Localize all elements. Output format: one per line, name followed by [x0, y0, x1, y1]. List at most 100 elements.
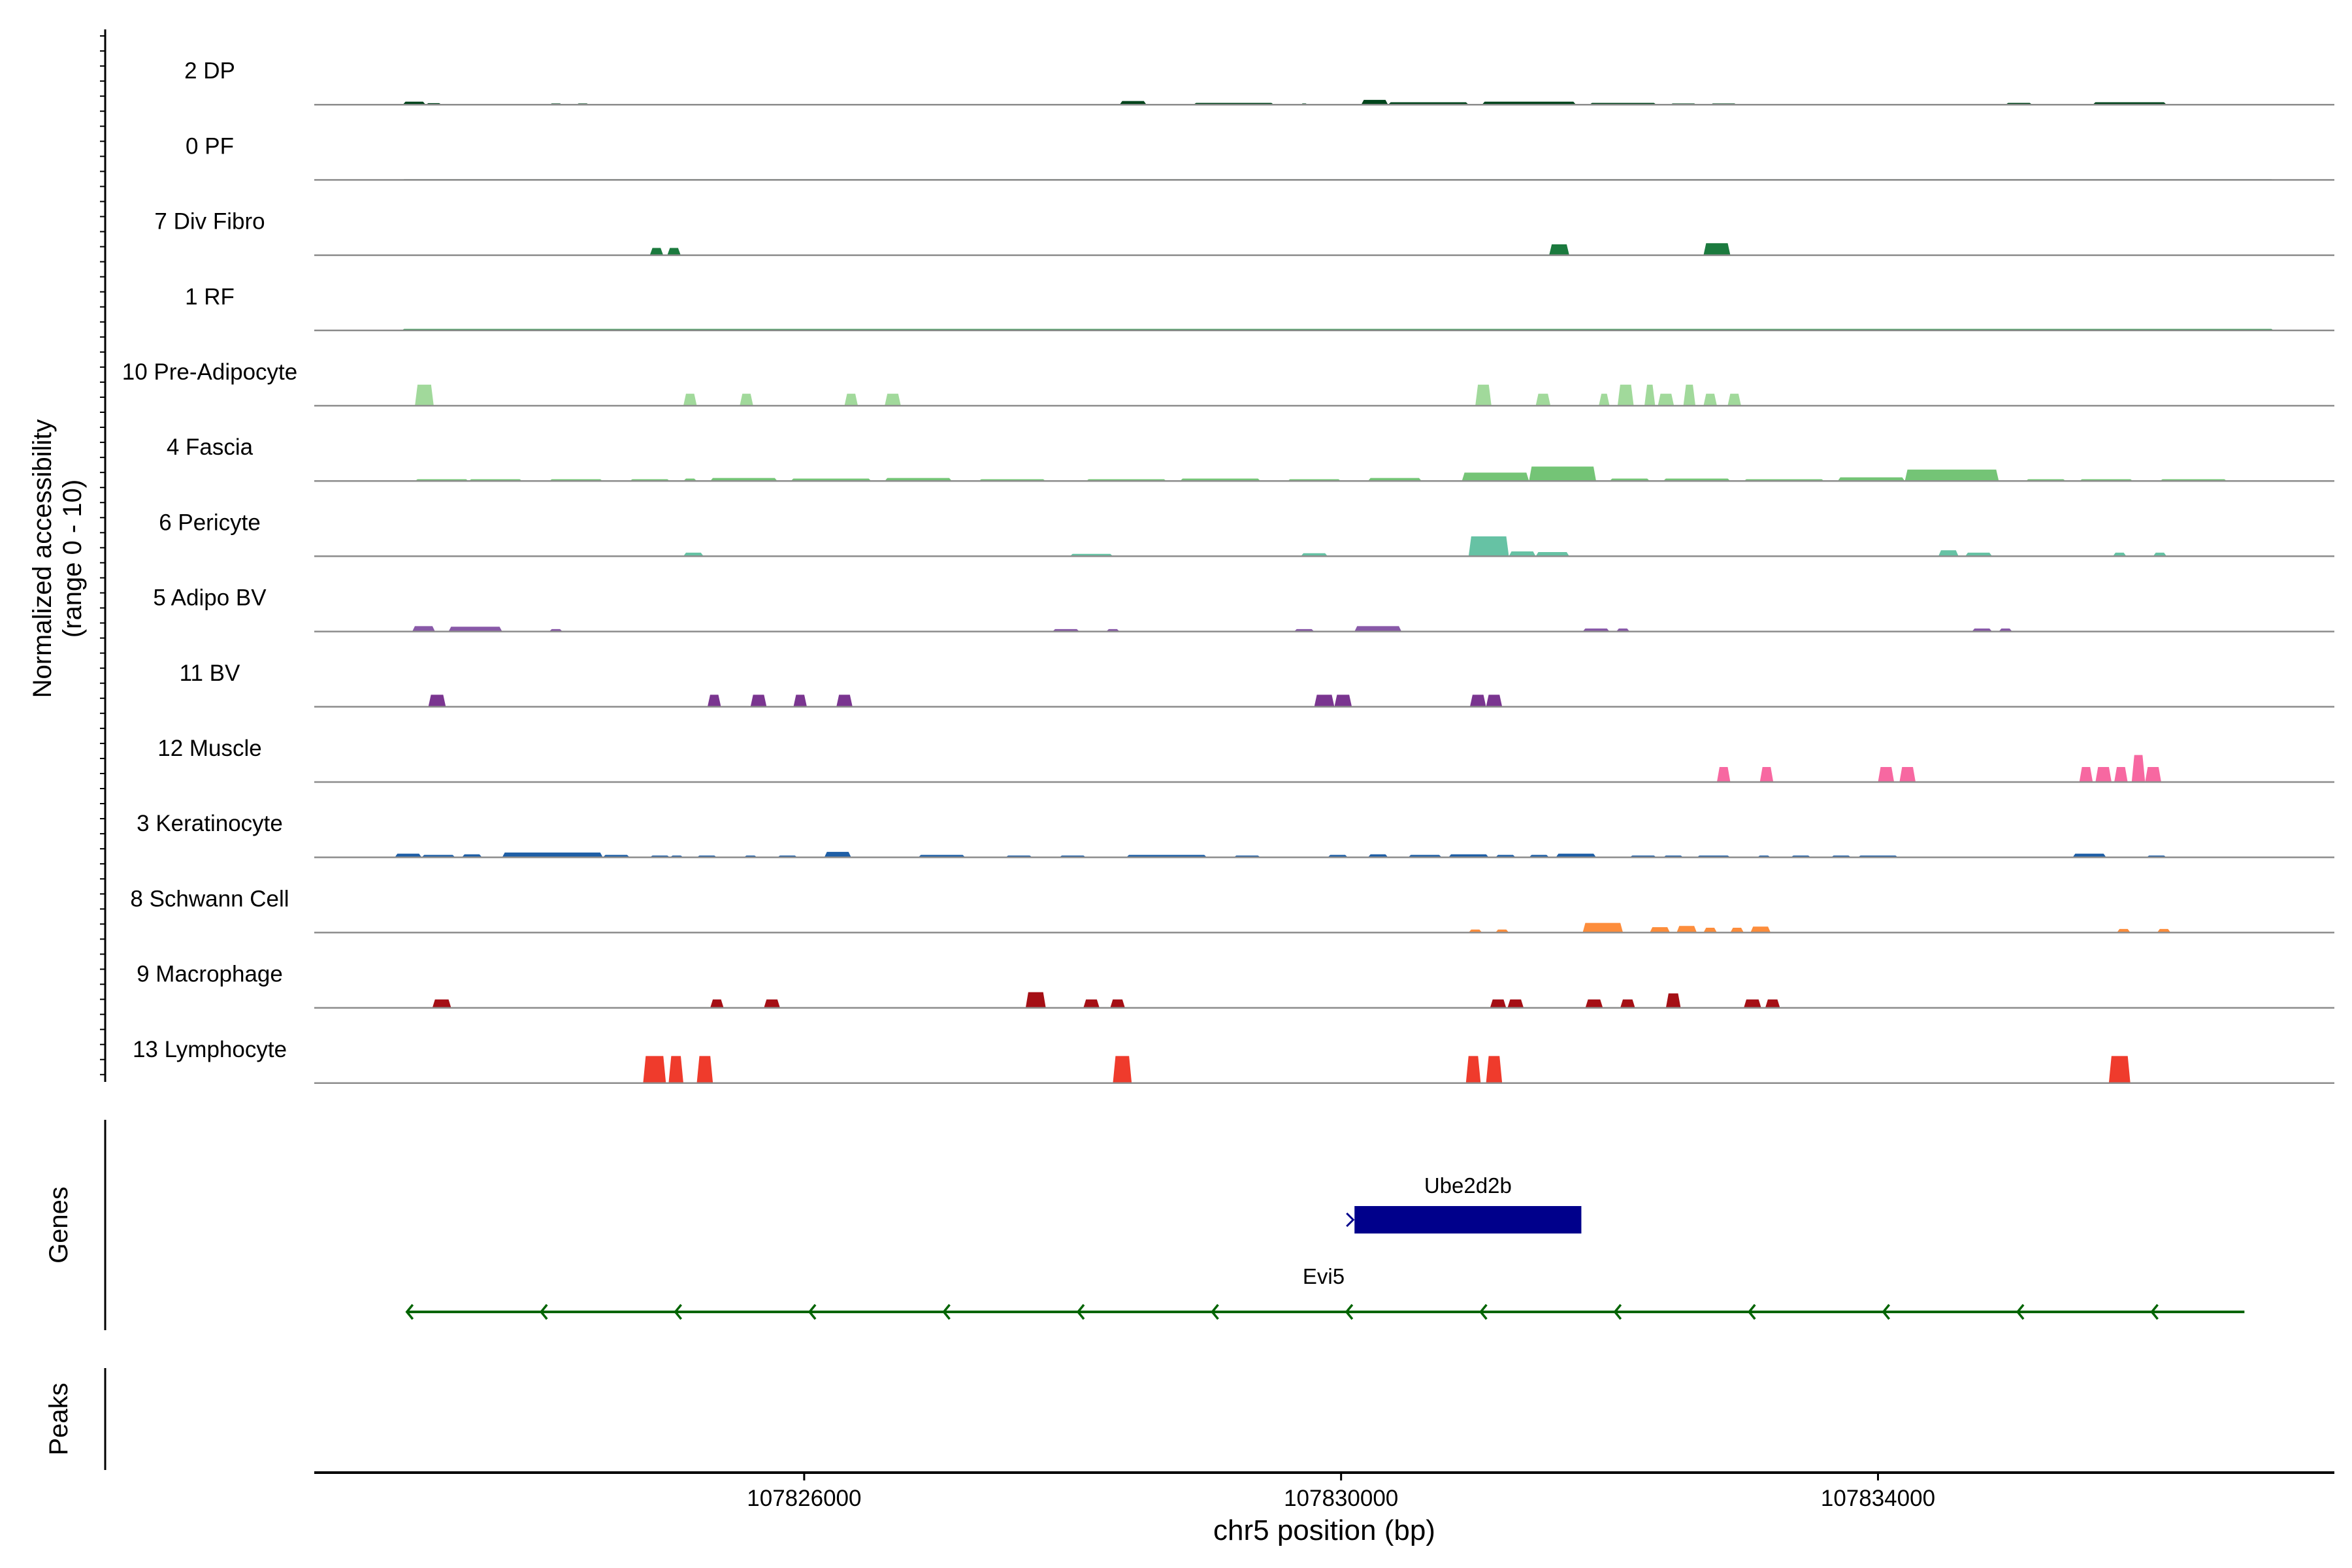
accessibility-peak — [1744, 999, 1761, 1008]
accessibility-peak — [1509, 551, 1536, 557]
strand-arrow — [1479, 1303, 1488, 1320]
x-axis-tick-label: 107834000 — [1821, 1486, 1935, 1511]
accessibility-peak — [1644, 384, 1656, 406]
track-9: 12 Muscle — [157, 736, 2334, 783]
gene-label-ube2d2b: Ube2d2b — [1424, 1173, 1512, 1198]
accessibility-peak — [1361, 99, 1388, 105]
accessibility-peak — [2117, 928, 2131, 933]
accessibility-peak — [1535, 393, 1551, 406]
accessibility-peak — [1703, 243, 1731, 255]
accessibility-peak — [1759, 767, 1774, 782]
accessibility-peak — [1703, 393, 1717, 406]
accessibility-peak — [1658, 393, 1674, 406]
accessibility-peak — [2108, 1056, 2131, 1083]
track-label: 2 DP — [184, 58, 235, 84]
accessibility-peak — [1535, 551, 1569, 557]
accessibility-peak — [1665, 993, 1681, 1008]
strand-arrow — [2016, 1303, 2025, 1320]
accessibility-peak — [1119, 101, 1147, 105]
gene-annotation-panel: Ube2d2b Evi5 — [405, 1173, 2245, 1320]
strand-arrow — [1613, 1303, 1622, 1320]
accessibility-peak — [2153, 552, 2167, 557]
strand-arrow — [942, 1303, 951, 1320]
accessibility-peak — [1556, 853, 1597, 858]
accessibility-peak — [1468, 536, 1509, 557]
y-axis-title-line1: Normalized accessibility — [28, 419, 57, 698]
track-5: 4 Fascia — [167, 434, 2334, 482]
accessibility-peak — [696, 1056, 713, 1083]
accessibility-peak — [1904, 469, 1999, 482]
track-label: 1 RF — [185, 284, 235, 310]
accessibility-peak — [1599, 393, 1610, 406]
accessibility-peak — [1650, 927, 1671, 933]
accessibility-peak — [1765, 999, 1780, 1008]
x-axis-tick-label: 107830000 — [1284, 1486, 1398, 1511]
track-label: 9 Macrophage — [137, 962, 283, 987]
accessibility-peak — [2114, 767, 2128, 782]
accessibility-peak — [667, 248, 681, 255]
strand-arrow — [2150, 1303, 2159, 1320]
x-axis-tick-label: 107826000 — [747, 1486, 861, 1511]
accessibility-peak — [1507, 999, 1524, 1008]
track-label: 4 Fascia — [167, 434, 253, 460]
track-3: 1 RF — [185, 284, 2334, 332]
strand-arrow — [1211, 1303, 1219, 1320]
gene-start-marker — [1346, 1212, 1355, 1228]
accessibility-peak — [683, 393, 697, 406]
accessibility-peak — [1716, 767, 1731, 782]
accessibility-peak — [2131, 755, 2146, 782]
accessibility-peak — [1475, 384, 1492, 406]
accessibility-peak — [2079, 767, 2093, 782]
strand-arrow — [1345, 1303, 1354, 1320]
accessibility-peak — [824, 851, 851, 858]
track-12: 9 Macrophage — [137, 962, 2334, 1009]
gene-label-evi5: Evi5 — [1303, 1264, 1345, 1288]
accessibility-peak — [1878, 767, 1895, 782]
accessibility-peak — [448, 627, 502, 632]
track-7: 5 Adipo BV — [153, 585, 2334, 632]
accessibility-peak — [2157, 928, 2171, 933]
accessibility-peak — [1529, 466, 1597, 482]
position-x-axis: 107826000 107830000 107834000 — [747, 1473, 1935, 1511]
gene-ube2d2b: Ube2d2b — [1346, 1173, 1582, 1233]
accessibility-peak — [415, 384, 434, 406]
accessibility-peak — [1585, 999, 1603, 1008]
track-11: 8 Schwann Cell — [130, 886, 2334, 934]
accessibility-peak — [668, 1056, 683, 1083]
track-label: 0 PF — [186, 133, 234, 159]
accessibility-peak — [683, 552, 704, 557]
accessibility-peak — [2072, 853, 2106, 858]
accessibility-y-axis — [100, 29, 106, 1082]
accessibility-peak — [1083, 999, 1100, 1008]
accessibility-peak — [649, 248, 664, 255]
x-axis-title: chr5 position (bp) — [1213, 1514, 1435, 1546]
track-label: 6 Pericyte — [159, 510, 261, 535]
accessibility-peak — [395, 853, 422, 858]
accessibility-peak — [750, 694, 767, 707]
accessibility-peak — [836, 694, 853, 707]
accessibility-peak — [428, 694, 446, 707]
accessibility-peak — [1486, 1056, 1503, 1083]
track-label: 11 BV — [180, 661, 240, 686]
accessibility-peak — [707, 694, 721, 707]
strand-arrow — [1747, 1303, 1756, 1320]
accessibility-peak — [643, 1056, 666, 1083]
accessibility-peak — [1676, 926, 1697, 933]
accessibility-peak — [1549, 244, 1569, 255]
accessibility-peak — [1620, 999, 1635, 1008]
strand-arrow — [674, 1303, 683, 1320]
accessibility-peak — [1465, 1056, 1481, 1083]
track-label: 7 Div Fibro — [154, 209, 265, 235]
accessibility-peak — [1113, 1056, 1132, 1083]
accessibility-peak — [1750, 926, 1771, 933]
genes-panel-label: Genes — [44, 1186, 73, 1264]
accessibility-peak — [1354, 626, 1402, 632]
accessibility-peak — [793, 694, 807, 707]
gene-evi5: Evi5 — [405, 1264, 2245, 1320]
accessibility-peak — [885, 393, 901, 406]
accessibility-peak — [1490, 999, 1507, 1008]
track-label: 10 Pre-Adipocyte — [122, 359, 297, 385]
strand-arrow — [539, 1303, 548, 1320]
track-13: 13 Lymphocyte — [133, 1037, 2334, 1085]
